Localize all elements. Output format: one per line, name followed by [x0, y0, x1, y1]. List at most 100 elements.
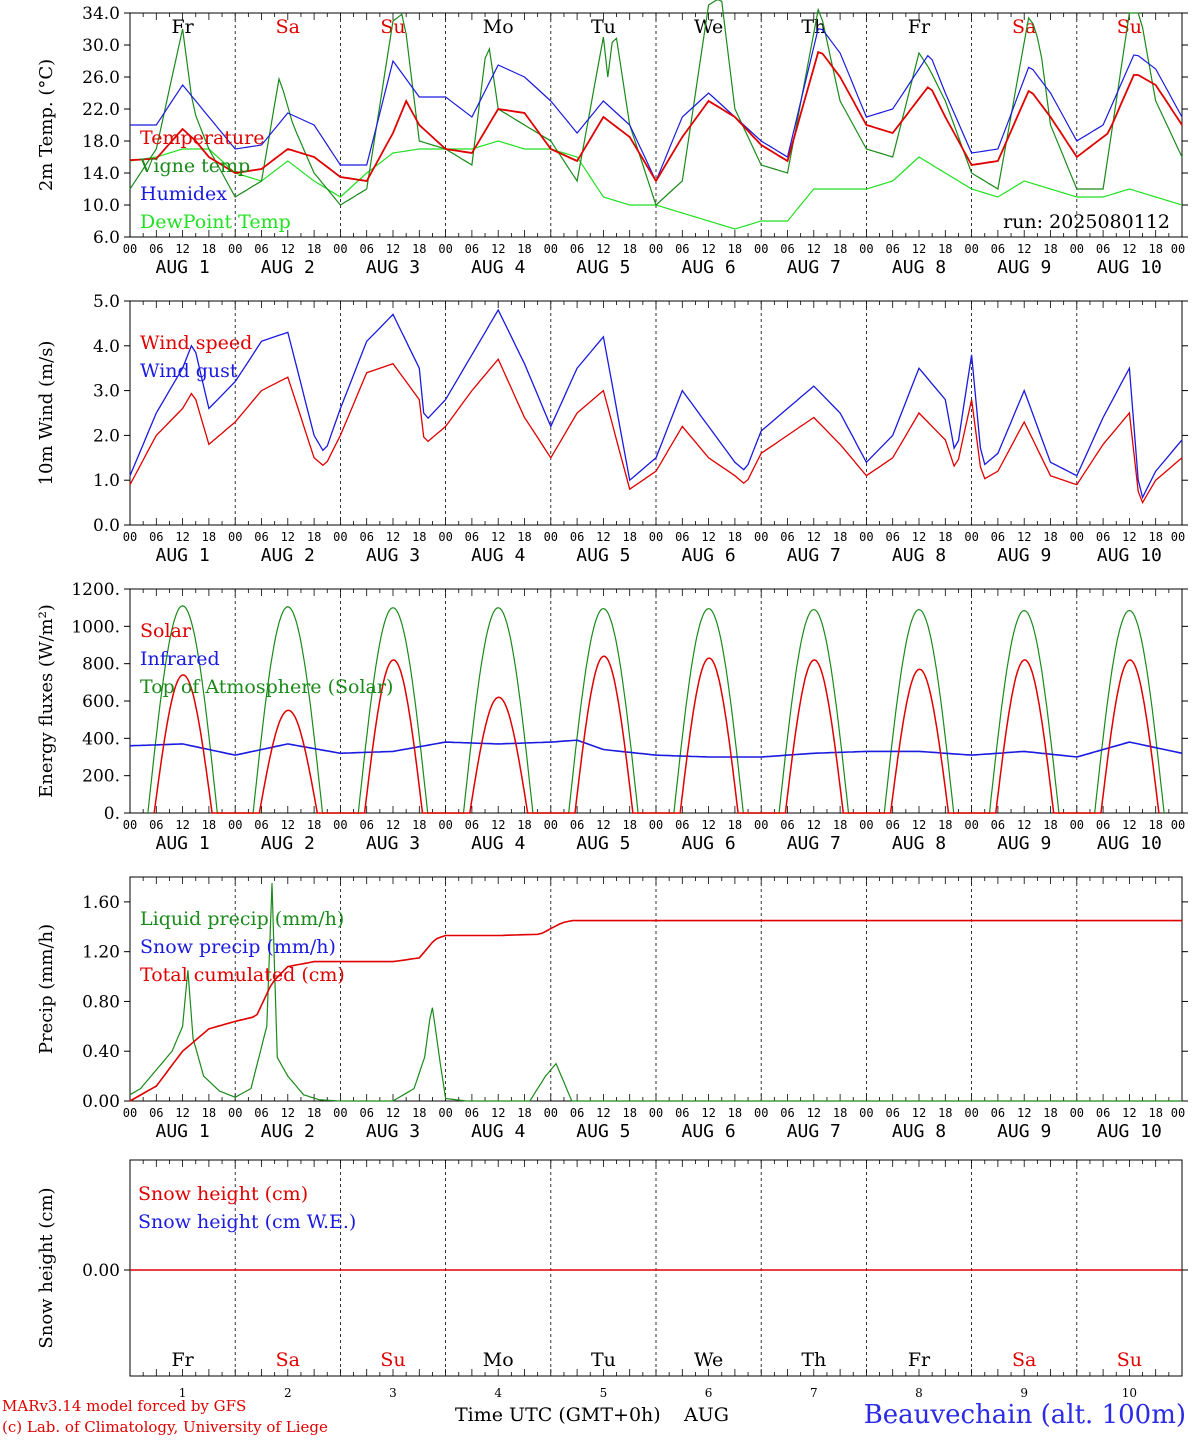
hour-tick-label: 06 — [359, 1106, 373, 1120]
day-tick-label: AUG 1 — [156, 545, 210, 566]
hour-tick-label: 00 — [438, 818, 452, 832]
weekday-label: Su — [380, 1349, 405, 1371]
y-tick-label: 14.0 — [82, 164, 120, 184]
legend-entry: Vigne temp — [139, 155, 250, 177]
hour-tick-label: 12 — [491, 818, 505, 832]
hour-tick-label: 12 — [1122, 530, 1136, 544]
x-axis-month: AUG — [684, 1404, 729, 1426]
hour-tick-label: 00 — [228, 818, 242, 832]
hour-tick-label: 00 — [333, 530, 347, 544]
y-tick-label: 6.0 — [93, 228, 120, 248]
y-tick-label: 0.0 — [93, 516, 120, 536]
hour-tick-label: 00 — [964, 530, 978, 544]
y-axis-label: Energy fluxes (W/m²) — [36, 604, 57, 798]
y-tick-label: 3.0 — [93, 382, 120, 402]
hour-tick-label: 18 — [1148, 530, 1162, 544]
hour-tick-label: 06 — [1096, 818, 1110, 832]
hour-tick-label: 00 — [228, 530, 242, 544]
hour-tick-label: 18 — [202, 1106, 216, 1120]
hour-tick-label: 00 — [1070, 242, 1084, 256]
hour-tick-label: 12 — [1017, 530, 1031, 544]
day-number-label: 2 — [284, 1386, 292, 1400]
hour-tick-label: 12 — [912, 530, 926, 544]
hour-tick-label: 00 — [438, 1106, 452, 1120]
hour-tick-label: 18 — [728, 818, 742, 832]
legend-entry: Snow height (cm) — [138, 1183, 308, 1205]
hour-tick-label: 06 — [359, 242, 373, 256]
day-tick-label: AUG 6 — [682, 833, 736, 854]
hour-tick-label: 06 — [885, 242, 899, 256]
hour-tick-label: 00 — [333, 818, 347, 832]
hour-tick-label: 18 — [202, 242, 216, 256]
hour-tick-label: 00 — [649, 818, 663, 832]
weekday-label: Sa — [1012, 1349, 1036, 1371]
hour-tick-label: 12 — [596, 1106, 610, 1120]
day-tick-label: AUG 7 — [787, 257, 841, 278]
hour-tick-label: 18 — [833, 818, 847, 832]
hour-tick-label: 06 — [1096, 242, 1110, 256]
y-tick-label: 26.0 — [82, 68, 120, 88]
hour-tick-label: 18 — [728, 530, 742, 544]
station-name: Beauvechain (alt. 100m) — [863, 1400, 1186, 1430]
hour-tick-label: 18 — [1148, 1106, 1162, 1120]
hour-tick-label: 06 — [780, 530, 794, 544]
y-tick-label: 2.0 — [93, 426, 120, 446]
weekday-label: Su — [1117, 16, 1142, 38]
day-tick-label: AUG 3 — [366, 545, 420, 566]
hour-tick-label: 00 — [754, 242, 768, 256]
hour-tick-label: 06 — [570, 1106, 584, 1120]
y-tick-label: 0.80 — [82, 992, 120, 1012]
day-number-label: 7 — [810, 1386, 818, 1400]
legend-entry: Humidex — [140, 183, 227, 205]
hour-tick-label: 18 — [622, 530, 636, 544]
y-tick-label: 0. — [104, 804, 120, 824]
hour-tick-label: 06 — [149, 1106, 163, 1120]
hour-tick-label: 18 — [202, 818, 216, 832]
hour-tick-label: 12 — [386, 242, 400, 256]
hour-tick-label: 06 — [465, 1106, 479, 1120]
y-tick-label: 0.00 — [82, 1092, 120, 1112]
hour-tick-label: 00 — [1070, 530, 1084, 544]
series-line-wind-speed — [129, 357, 1183, 505]
hour-tick-label: 00 — [438, 530, 452, 544]
hour-tick-label: 06 — [149, 530, 163, 544]
weekday-label: Fr — [171, 16, 194, 38]
hour-tick-label: 12 — [701, 818, 715, 832]
hour-tick-label: 12 — [912, 242, 926, 256]
day-tick-label: AUG 7 — [787, 545, 841, 566]
day-tick-label: AUG 7 — [787, 1121, 841, 1142]
day-number-label: 4 — [494, 1386, 502, 1400]
legend-entry: Top of Atmosphere (Solar) — [140, 676, 393, 698]
hour-tick-label: 12 — [491, 1106, 505, 1120]
day-tick-label: AUG 10 — [1097, 257, 1162, 278]
hour-tick-label: 06 — [991, 818, 1005, 832]
hour-tick-label: 12 — [386, 818, 400, 832]
y-tick-label: 4.0 — [93, 337, 120, 357]
hour-tick-label: 18 — [622, 818, 636, 832]
hour-tick-label: 00 — [859, 530, 873, 544]
hour-tick-label: 18 — [938, 242, 952, 256]
weekday-label: Su — [380, 16, 405, 38]
hour-tick-label: 18 — [622, 242, 636, 256]
hour-tick-label: 06 — [991, 1106, 1005, 1120]
y-tick-label: 1.60 — [82, 893, 120, 913]
weekday-label: Mo — [483, 16, 514, 38]
hour-tick-label: 00 — [754, 818, 768, 832]
hour-tick-label: 06 — [780, 242, 794, 256]
hour-tick-label: 12 — [807, 242, 821, 256]
hour-tick-label: 06 — [149, 242, 163, 256]
day-tick-label: AUG 4 — [471, 833, 525, 854]
hour-tick-label: 12 — [175, 242, 189, 256]
hour-tick-label: 06 — [254, 530, 268, 544]
hour-tick-label: 18 — [412, 242, 426, 256]
y-tick-label: 22.0 — [82, 100, 120, 120]
series-line-wind-gust — [129, 308, 1183, 500]
hour-tick-label: 12 — [1122, 818, 1136, 832]
day-tick-label: AUG 2 — [261, 545, 315, 566]
day-tick-label: AUG 5 — [576, 833, 630, 854]
day-number-label: 8 — [915, 1386, 923, 1400]
day-tick-label: AUG 10 — [1097, 545, 1162, 566]
y-tick-label: 800. — [82, 655, 120, 675]
weekday-label: Mo — [483, 1349, 514, 1371]
hour-tick-label: 00 — [123, 242, 137, 256]
